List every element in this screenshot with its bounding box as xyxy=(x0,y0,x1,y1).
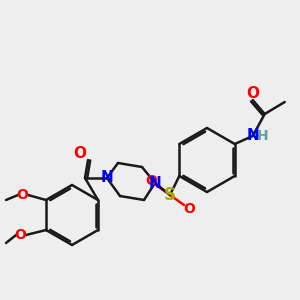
Text: O: O xyxy=(246,85,259,100)
Text: O: O xyxy=(16,188,28,202)
Text: S: S xyxy=(164,186,176,204)
Text: O: O xyxy=(14,228,26,242)
Text: N: N xyxy=(246,128,259,143)
Text: N: N xyxy=(100,170,113,185)
Text: H: H xyxy=(257,129,268,143)
Text: O: O xyxy=(183,202,195,216)
Text: O: O xyxy=(145,174,157,188)
Text: O: O xyxy=(74,146,86,161)
Text: N: N xyxy=(148,176,161,190)
